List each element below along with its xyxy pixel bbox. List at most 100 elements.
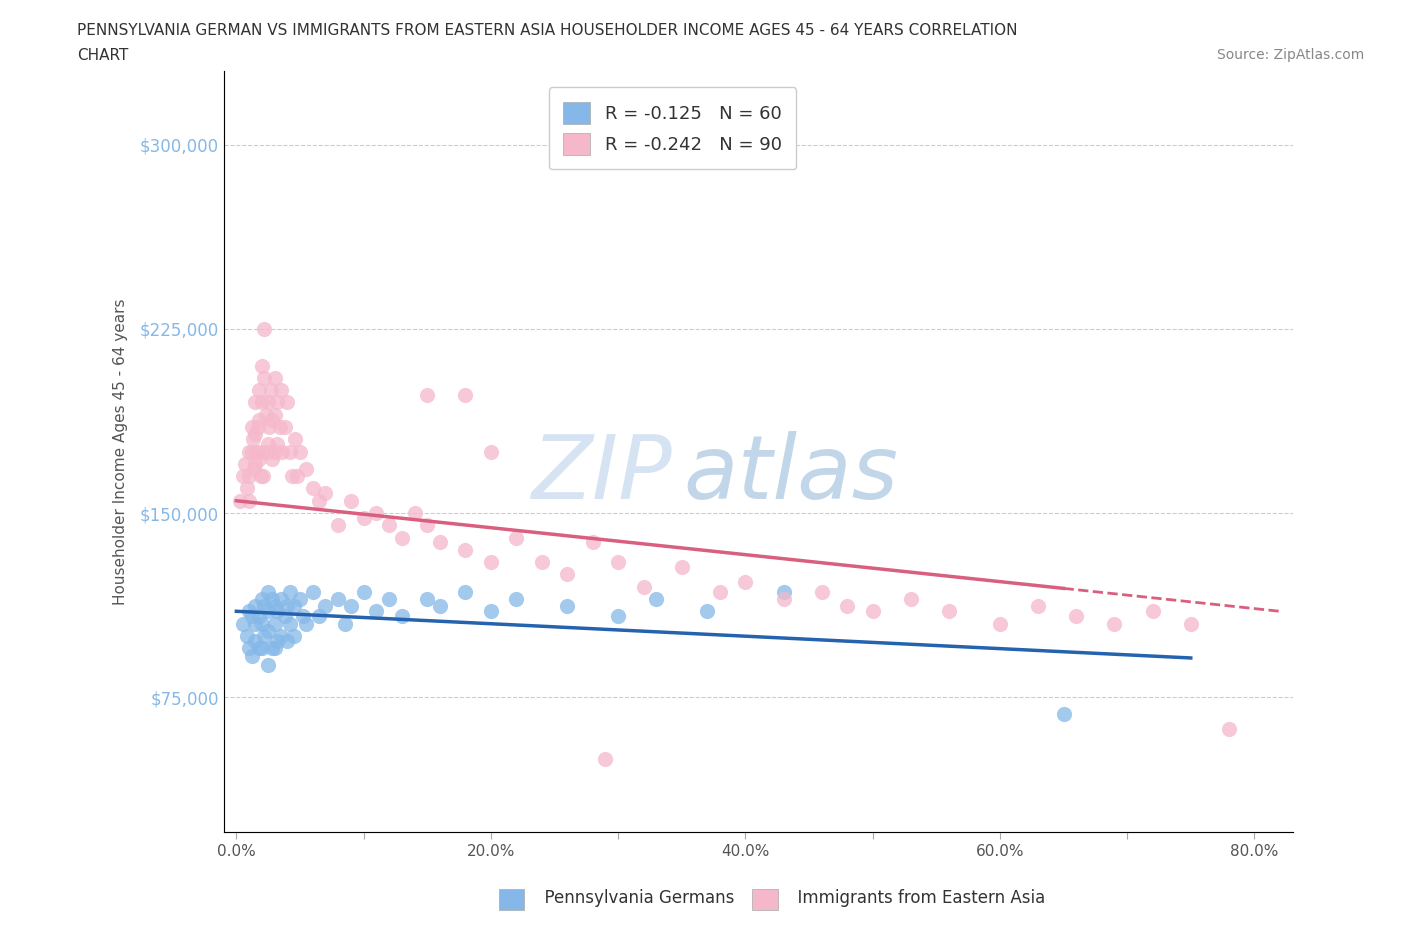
Point [246,445,269,459]
Text: CHART: CHART [77,48,129,63]
Point [257,437,280,452]
Point [240,419,263,434]
Point [1026,599,1049,614]
Point [288,591,311,606]
Point [260,452,283,467]
Point [416,388,439,403]
Point [247,641,270,656]
Point [257,604,280,618]
Point [1218,722,1240,737]
Point [238,469,260,484]
Point [270,591,292,606]
Point [247,609,270,624]
Text: atlas: atlas [683,432,898,517]
Point [243,461,266,476]
Point [837,599,859,614]
Point [308,493,330,508]
Point [263,370,285,385]
Point [257,584,280,599]
Point [263,445,285,459]
Point [772,591,794,606]
Point [250,395,273,410]
Point [263,641,285,656]
Point [582,535,605,550]
Point [391,609,413,624]
Point [283,629,305,644]
Point [245,427,267,442]
Point [530,554,553,569]
Point [238,641,260,656]
Point [284,432,307,446]
Point [900,591,922,606]
Point [263,407,285,422]
Point [232,617,254,631]
Point [671,560,693,575]
Point [278,584,301,599]
Point [555,599,578,614]
Point [938,604,960,618]
Point [416,518,439,533]
Point [270,629,292,644]
Point [246,419,269,434]
Point [260,591,283,606]
Point [378,591,401,606]
Point [274,609,297,624]
Point [245,617,267,631]
Point [810,584,832,599]
Point [295,617,318,631]
Point [276,395,298,410]
Point [278,617,301,631]
Point [245,457,267,472]
Point [269,419,291,434]
Point [607,554,630,569]
Point [378,518,401,533]
Point [505,530,527,545]
Point [253,629,276,644]
Point [555,567,578,582]
Point [429,535,451,550]
Point [340,493,363,508]
Point [253,322,276,337]
Point [245,599,267,614]
Point [247,383,270,398]
Point [252,469,274,484]
Point [240,445,263,459]
Point [260,383,283,398]
Point [1104,617,1126,631]
Point [308,609,330,624]
Point [256,445,278,459]
Point [333,617,356,631]
Point [247,452,270,467]
Point [291,609,314,624]
Point [696,604,718,618]
Point [1142,604,1164,618]
Point [257,623,280,638]
Point [238,604,260,618]
Text: Pennsylvania Germans: Pennsylvania Germans [534,889,735,907]
Point [281,469,304,484]
Point [238,493,260,508]
Point [240,648,263,663]
Point [247,412,270,427]
Point [645,591,668,606]
Point [607,609,630,624]
Point [266,633,288,648]
Point [429,599,451,614]
Point [276,599,298,614]
Point [633,579,655,594]
Point [250,445,273,459]
Point [301,584,323,599]
Point [288,445,311,459]
Point [328,518,350,533]
Point [250,358,273,373]
Text: ZIP: ZIP [531,432,672,517]
Point [259,419,281,434]
Point [253,599,276,614]
Point [366,506,388,521]
Point [260,412,283,427]
Point [260,641,283,656]
Point [263,617,285,631]
Point [229,493,252,508]
Point [772,584,794,599]
Point [238,445,260,459]
